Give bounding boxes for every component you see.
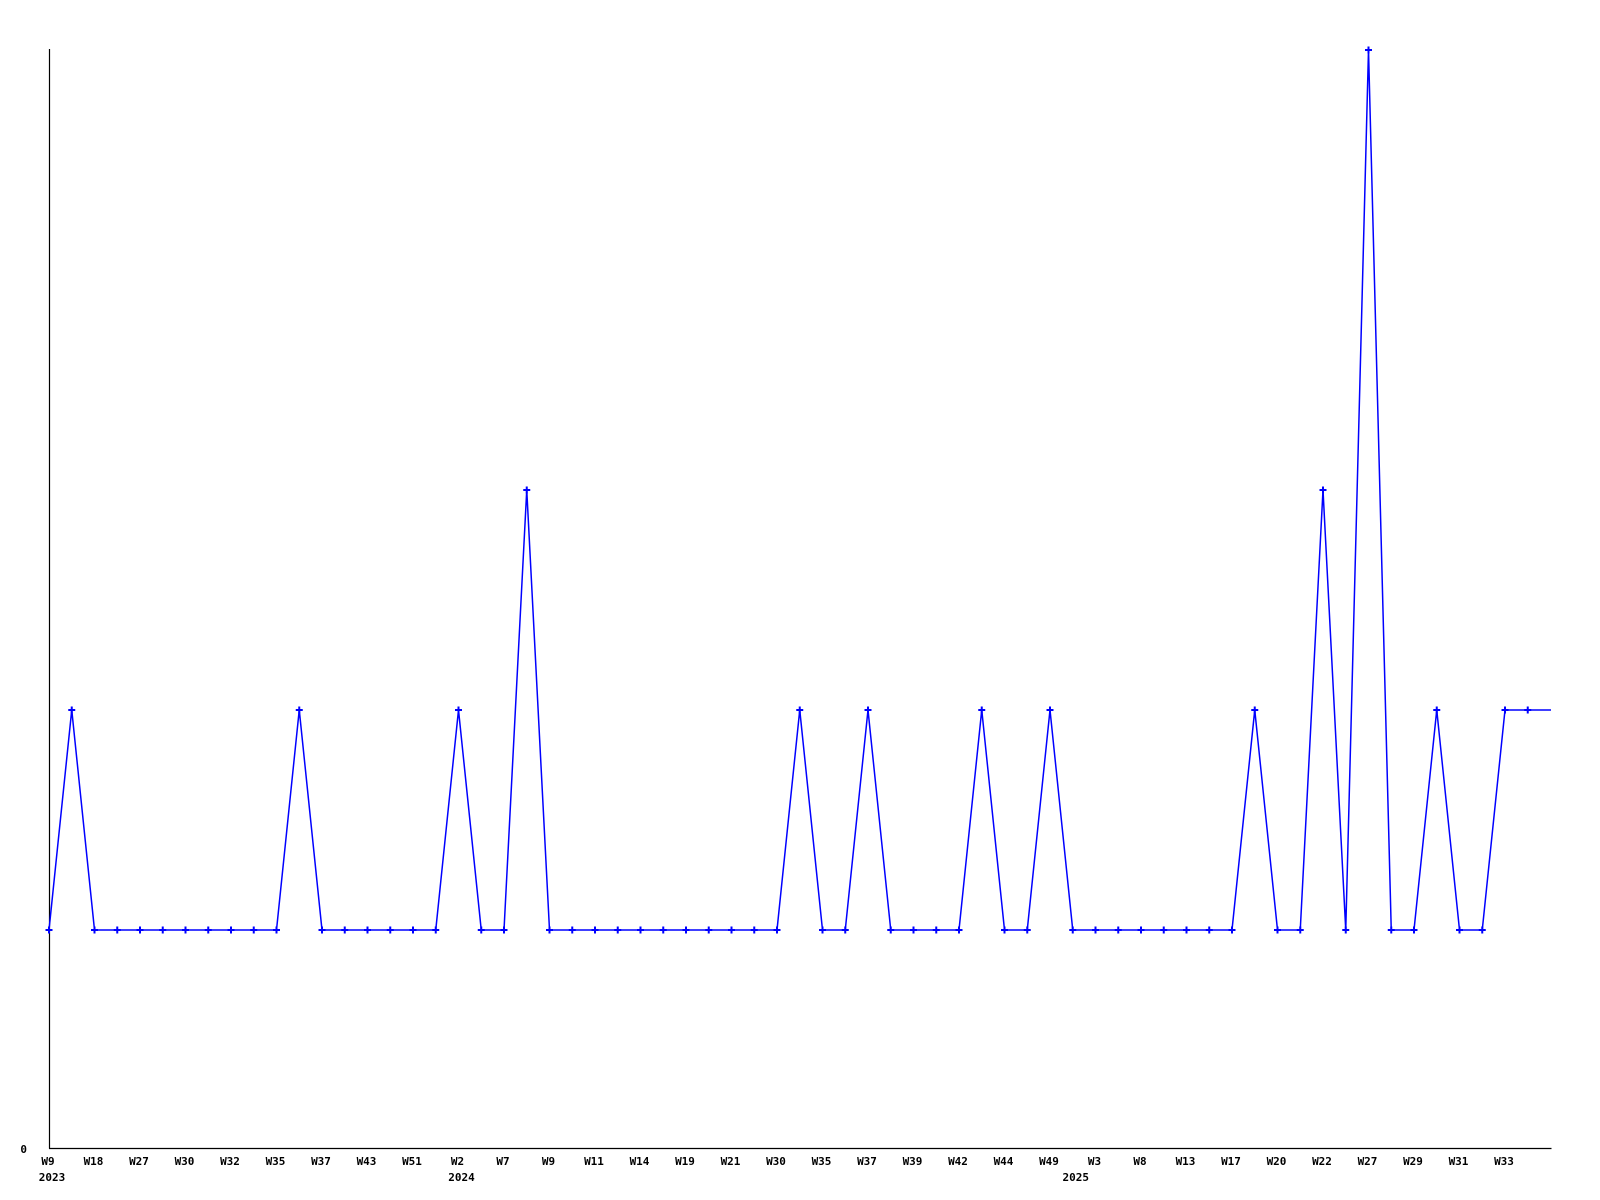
x-tick-label: W20 bbox=[1267, 1155, 1287, 1168]
y-zero-label: 0 bbox=[20, 1143, 27, 1156]
x-tick-label: W37 bbox=[311, 1155, 331, 1168]
x-tick-label: W43 bbox=[357, 1155, 377, 1168]
x-tick-label: W14 bbox=[630, 1155, 650, 1168]
x-tick-label: W13 bbox=[1176, 1155, 1196, 1168]
x-tick-label: W30 bbox=[175, 1155, 195, 1168]
x-tick-label: W44 bbox=[994, 1155, 1014, 1168]
x-tick-label: W27 bbox=[129, 1155, 149, 1168]
x-tick-label: W35 bbox=[812, 1155, 832, 1168]
x-tick-label: W2 bbox=[451, 1155, 464, 1168]
x-tick-label: W31 bbox=[1449, 1155, 1469, 1168]
x-tick-label: W51 bbox=[402, 1155, 422, 1168]
x-tick-label: W30 bbox=[766, 1155, 786, 1168]
x-tick-label: W18 bbox=[84, 1155, 104, 1168]
plot-axes bbox=[48, 49, 1552, 1150]
x-tick-label: W9 bbox=[542, 1155, 555, 1168]
x-tick-label: W32 bbox=[220, 1155, 240, 1168]
x-tick-label: W11 bbox=[584, 1155, 604, 1168]
x-tick-label: W39 bbox=[903, 1155, 923, 1168]
x-tick-label: W9 bbox=[41, 1155, 54, 1168]
x-tick-labels: W9 W18 W27 W30 W32 W35 W37 W43 W51 W2 W7 W9 W11 W14 W1… bbox=[41, 1155, 1514, 1168]
x-tick-label: W37 bbox=[857, 1155, 877, 1168]
x-tick-label: W42 bbox=[948, 1155, 968, 1168]
x-tick-label: W19 bbox=[675, 1155, 695, 1168]
x-tick-label: W3 bbox=[1088, 1155, 1101, 1168]
x-tick-label: W21 bbox=[721, 1155, 741, 1168]
x-tick-label: W49 bbox=[1039, 1155, 1059, 1168]
x-tick-label: W35 bbox=[266, 1155, 286, 1168]
series-markers bbox=[45, 46, 1532, 934]
data-point-markers bbox=[45, 46, 1532, 934]
x-tick-label: W22 bbox=[1312, 1155, 1332, 1168]
year-label: 2023 bbox=[39, 1171, 66, 1184]
x-tick-label: W29 bbox=[1403, 1155, 1423, 1168]
x-tick-label: W7 bbox=[496, 1155, 509, 1168]
x-tick-label: W33 bbox=[1494, 1155, 1514, 1168]
x-year-labels: 2023 2024 2025 bbox=[39, 1171, 1089, 1184]
x-tick-label: W27 bbox=[1358, 1155, 1378, 1168]
year-label: 2025 bbox=[1063, 1171, 1090, 1184]
x-tick-label: W8 bbox=[1133, 1155, 1146, 1168]
x-tick-label: W17 bbox=[1221, 1155, 1241, 1168]
year-label: 2024 bbox=[448, 1171, 475, 1184]
y-axis-zero-label: 0 bbox=[20, 1143, 27, 1156]
